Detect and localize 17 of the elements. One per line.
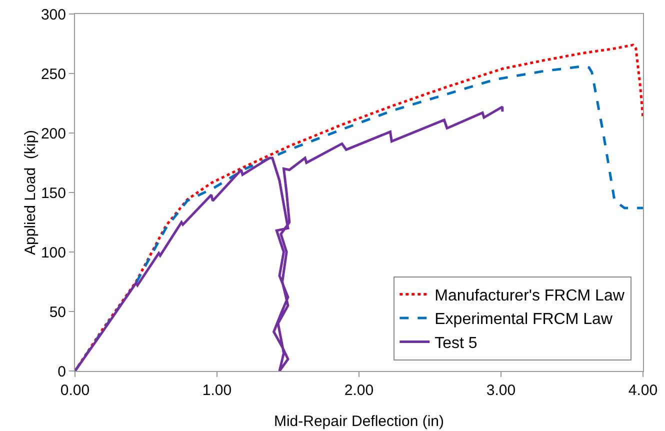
x-tick-label: 1.00 xyxy=(202,382,232,399)
x-tick-label: 0.00 xyxy=(60,382,90,399)
y-tick-label: 100 xyxy=(40,244,66,262)
x-tick-label: 3.00 xyxy=(486,382,516,399)
x-axis-title: Mid-Repair Deflection (in) xyxy=(274,413,444,430)
y-tick-label: 300 xyxy=(40,6,66,24)
y-tick-label: 50 xyxy=(49,304,66,321)
y-tick-label: 250 xyxy=(40,66,66,83)
x-tick-label: 4.00 xyxy=(628,382,658,399)
y-tick-label: 0 xyxy=(58,363,66,380)
y-tick-label: 150 xyxy=(40,184,66,202)
y-axis-title: Applied Load (kip) xyxy=(22,130,39,256)
legend-label: Experimental FRCM Law xyxy=(434,311,613,328)
y-tick-label: 200 xyxy=(40,125,66,142)
legend-label: Test 5 xyxy=(434,335,478,352)
x-tick-label: 2.00 xyxy=(344,382,374,399)
legend-label: Manufacturer's FRCM Law xyxy=(434,287,625,304)
